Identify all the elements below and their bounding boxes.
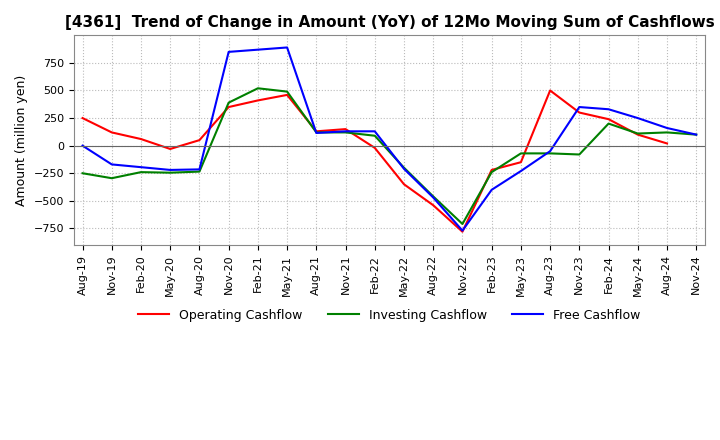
Investing Cashflow xyxy=(662,130,671,135)
Investing Cashflow xyxy=(458,221,467,227)
Investing Cashflow xyxy=(546,151,554,156)
Operating Cashflow xyxy=(604,117,613,122)
Operating Cashflow xyxy=(312,128,320,134)
Free Cashflow xyxy=(487,187,496,192)
Investing Cashflow xyxy=(225,100,233,105)
Line: Operating Cashflow: Operating Cashflow xyxy=(83,91,667,232)
Free Cashflow xyxy=(253,47,262,52)
Operating Cashflow xyxy=(458,229,467,235)
Investing Cashflow xyxy=(604,121,613,126)
Investing Cashflow xyxy=(253,86,262,91)
Line: Free Cashflow: Free Cashflow xyxy=(83,48,696,231)
Investing Cashflow xyxy=(195,169,204,174)
Free Cashflow xyxy=(225,49,233,55)
Free Cashflow xyxy=(312,130,320,136)
Operating Cashflow xyxy=(341,126,350,132)
Free Cashflow xyxy=(546,149,554,154)
Operating Cashflow xyxy=(634,132,642,137)
Investing Cashflow xyxy=(400,165,408,170)
Operating Cashflow xyxy=(487,167,496,172)
Investing Cashflow xyxy=(312,130,320,135)
Investing Cashflow xyxy=(429,194,438,199)
Operating Cashflow xyxy=(107,130,116,135)
Investing Cashflow xyxy=(371,133,379,138)
Operating Cashflow xyxy=(429,202,438,208)
Free Cashflow xyxy=(662,125,671,131)
Free Cashflow xyxy=(429,195,438,200)
Free Cashflow xyxy=(107,162,116,167)
Free Cashflow xyxy=(78,143,87,148)
Operating Cashflow xyxy=(662,141,671,146)
Free Cashflow xyxy=(341,128,350,134)
Investing Cashflow xyxy=(634,131,642,136)
Operating Cashflow xyxy=(166,147,174,152)
Operating Cashflow xyxy=(78,115,87,121)
Operating Cashflow xyxy=(546,88,554,93)
Investing Cashflow xyxy=(341,130,350,135)
Operating Cashflow xyxy=(575,110,584,115)
Free Cashflow xyxy=(575,104,584,110)
Free Cashflow xyxy=(166,167,174,172)
Operating Cashflow xyxy=(283,92,292,98)
Operating Cashflow xyxy=(225,104,233,110)
Free Cashflow xyxy=(137,165,145,170)
Line: Investing Cashflow: Investing Cashflow xyxy=(83,88,696,224)
Investing Cashflow xyxy=(516,151,525,156)
Free Cashflow xyxy=(516,169,525,174)
Investing Cashflow xyxy=(78,171,87,176)
Free Cashflow xyxy=(371,128,379,134)
Free Cashflow xyxy=(604,106,613,112)
Title: [4361]  Trend of Change in Amount (YoY) of 12Mo Moving Sum of Cashflows: [4361] Trend of Change in Amount (YoY) o… xyxy=(65,15,714,30)
Free Cashflow xyxy=(283,45,292,50)
Operating Cashflow xyxy=(195,138,204,143)
Investing Cashflow xyxy=(137,169,145,175)
Investing Cashflow xyxy=(575,152,584,157)
Free Cashflow xyxy=(458,228,467,233)
Investing Cashflow xyxy=(487,169,496,175)
Operating Cashflow xyxy=(253,98,262,103)
Investing Cashflow xyxy=(283,89,292,94)
Free Cashflow xyxy=(692,132,701,137)
Operating Cashflow xyxy=(137,136,145,142)
Operating Cashflow xyxy=(400,182,408,187)
Investing Cashflow xyxy=(107,176,116,181)
Free Cashflow xyxy=(400,166,408,172)
Operating Cashflow xyxy=(516,160,525,165)
Legend: Operating Cashflow, Investing Cashflow, Free Cashflow: Operating Cashflow, Investing Cashflow, … xyxy=(133,304,646,327)
Investing Cashflow xyxy=(692,132,701,137)
Y-axis label: Amount (million yen): Amount (million yen) xyxy=(15,74,28,206)
Investing Cashflow xyxy=(166,170,174,175)
Operating Cashflow xyxy=(371,145,379,150)
Free Cashflow xyxy=(634,115,642,121)
Free Cashflow xyxy=(195,167,204,172)
